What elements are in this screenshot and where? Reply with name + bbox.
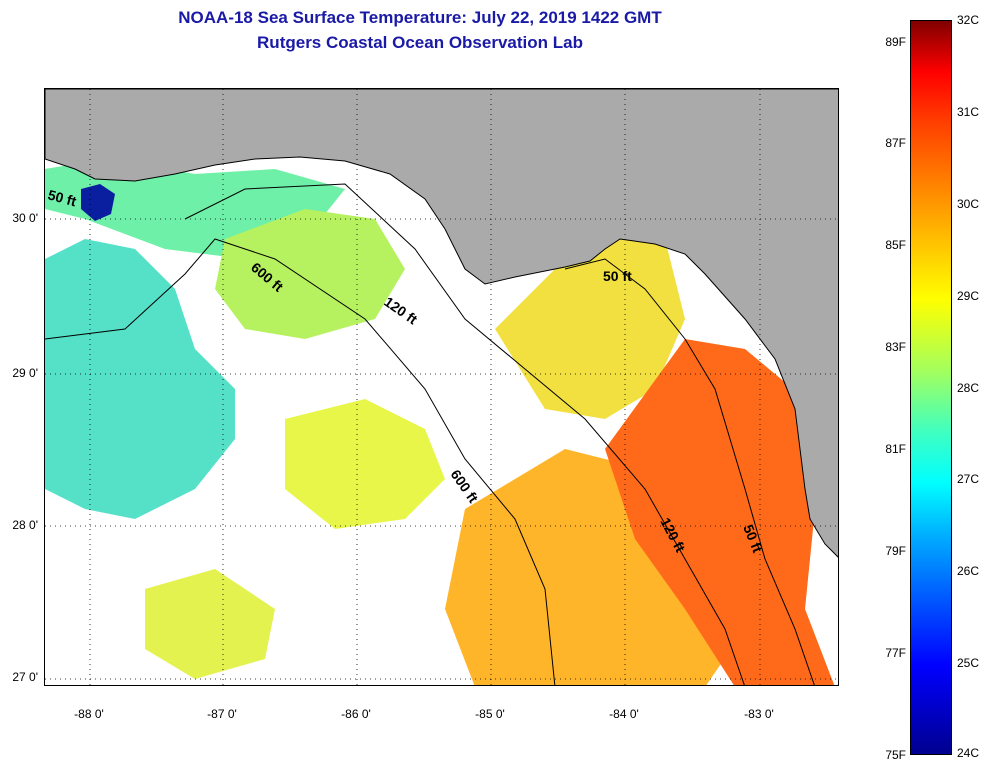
contour-120ft (184, 183, 745, 685)
depth-contours (45, 183, 815, 685)
temperature-colorbar (910, 20, 952, 755)
lon-label-85: -85 0' (475, 707, 505, 721)
lat-label-29: 29 0' (12, 366, 38, 380)
map-title: NOAA-18 Sea Surface Temperature: July 22… (178, 8, 662, 27)
lat-label-27: 27 0' (12, 670, 38, 684)
colorbar-label-32c: 32C (957, 13, 980, 27)
colorbar-label-83f: 83F (885, 340, 906, 354)
sst-patch-cold-nearshore (81, 184, 115, 221)
colorbar-label-29c: 29C (957, 289, 980, 303)
lon-label-83: -83 0' (744, 707, 774, 721)
sst-map: 50 ft 600 ft 120 ft 600 ft 50 ft 120 ft … (44, 88, 839, 686)
sst-patch-east-red (605, 339, 835, 685)
colorbar-label-26c: 26C (957, 564, 980, 578)
contour-600ft (45, 238, 556, 685)
colorbar-label-27c: 27C (957, 472, 980, 486)
sst-patch-north-central (215, 209, 405, 339)
lon-label-87: -87 0' (207, 707, 237, 721)
contour-label-50ft-west: 50 ft (46, 186, 78, 209)
colorbar-label-25c: 25C (957, 656, 980, 670)
lon-label-86: -86 0' (341, 707, 371, 721)
contour-50ft (564, 258, 815, 685)
map-subtitle: Rutgers Coastal Ocean Observation Lab (257, 33, 583, 52)
contour-label-50ft-east: 50 ft (603, 268, 632, 284)
colorbar-label-85f: 85F (885, 238, 906, 252)
colorbar-label-28c: 28C (957, 381, 980, 395)
lon-label-84: -84 0' (609, 707, 639, 721)
lon-label-88: -88 0' (74, 707, 104, 721)
colorbar-label-31c: 31C (957, 105, 980, 119)
lat-label-28: 28 0' (12, 518, 38, 532)
contour-label-120ft-central: 120 ft (381, 293, 420, 327)
sst-patch-south-yellow (145, 569, 275, 679)
colorbar-label-89f: 89F (885, 35, 906, 49)
colorbar-label-75f: 75F (885, 748, 906, 762)
land-area (45, 89, 838, 558)
colorbar-label-30c: 30C (957, 197, 980, 211)
sst-patch-east-yellow (495, 219, 685, 419)
colorbar-label-24c: 24C (957, 746, 980, 760)
sst-patches (45, 159, 835, 685)
sst-patch-central-yellow (285, 399, 445, 529)
colorbar-label-77f: 77F (885, 646, 906, 660)
lat-label-30: 30 0' (12, 211, 38, 225)
colorbar-label-81f: 81F (885, 442, 906, 456)
colorbar-label-87f: 87F (885, 136, 906, 150)
sst-map-canvas: 50 ft 600 ft 120 ft 600 ft 50 ft 120 ft … (45, 89, 838, 685)
colorbar-label-79f: 79F (885, 544, 906, 558)
sst-patch-west (45, 239, 235, 519)
